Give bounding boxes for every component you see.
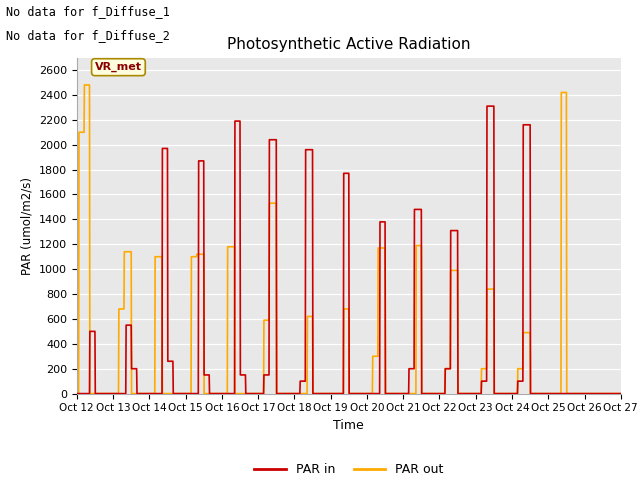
Legend: PAR in, PAR out: PAR in, PAR out	[250, 458, 448, 480]
Text: VR_met: VR_met	[95, 62, 142, 72]
Y-axis label: PAR (umol/m2/s): PAR (umol/m2/s)	[20, 177, 33, 275]
Title: Photosynthetic Active Radiation: Photosynthetic Active Radiation	[227, 37, 470, 52]
Text: No data for f_Diffuse_2: No data for f_Diffuse_2	[6, 29, 170, 42]
X-axis label: Time: Time	[333, 419, 364, 432]
Text: No data for f_Diffuse_1: No data for f_Diffuse_1	[6, 5, 170, 18]
